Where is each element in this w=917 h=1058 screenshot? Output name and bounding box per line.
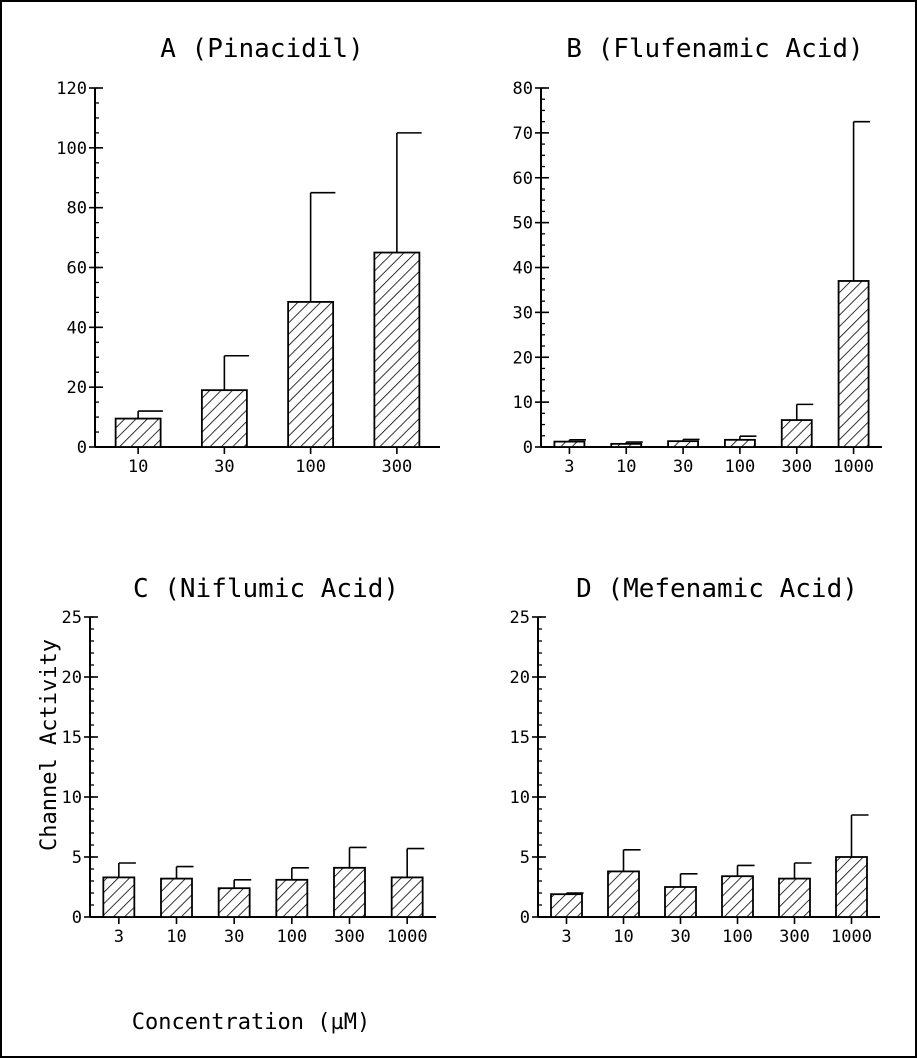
bar [390,876,424,918]
chart-title: C (Niflumic Acid) [133,574,399,604]
y-tick-label: 60 [513,169,533,189]
y-tick-label: 20 [513,348,533,368]
y-tick-label: 0 [523,438,533,458]
bar [835,856,868,918]
x-tick-label: 100 [722,927,753,947]
bar [102,876,136,918]
x-tick-label: 10 [613,927,633,947]
bar [724,438,756,448]
y-tick-label: 60 [67,259,87,279]
panel-d: D (Mefenamic Acid) 0 5 10 15 20 25 3 10 30 100 300 1… [510,574,880,947]
y-tick-label: 20 [510,668,530,688]
bar [217,887,251,918]
bar [287,301,335,448]
bar [780,419,813,448]
bar [778,877,811,918]
y-tick-label: 40 [67,318,87,338]
y-tick-label: 0 [520,908,530,928]
y-tick-label: 20 [67,378,87,398]
bar [160,877,193,918]
y-axis-title: Channel Activity [37,639,62,851]
y-tick-label: 100 [56,139,87,159]
bar [550,893,583,918]
bar [837,280,870,448]
bar [114,417,162,448]
x-tick-label: 30 [673,457,693,477]
y-tick-label: 70 [513,124,533,144]
x-tick-label: 100 [295,457,326,477]
bar [721,875,754,918]
bar [667,440,699,448]
x-tick-label: 30 [214,457,234,477]
y-tick-label: 0 [77,438,87,458]
bar [200,389,248,448]
panel-c: C (Niflumic Acid) 0 5 10 15 20 25 3 10 30 100 300 10… [62,574,436,947]
x-tick-label: 10 [616,457,636,477]
y-tick-label: 10 [513,393,533,413]
x-tick-label: 3 [564,457,574,477]
x-tick-label: 30 [224,927,244,947]
y-tick-label: 5 [72,848,82,868]
y-tick-label: 10 [62,788,82,808]
y-tick-label: 50 [513,214,533,234]
bar [333,866,366,918]
chart-title: D (Mefenamic Acid) [576,574,858,604]
x-tick-label: 1000 [387,927,428,947]
x-tick-label: 1000 [831,927,872,947]
x-tick-label: 300 [779,927,810,947]
x-tick-label: 100 [725,457,756,477]
y-tick-label: 120 [56,79,87,99]
x-tick-label: 3 [561,927,571,947]
x-tick-label: 30 [670,927,690,947]
bar [275,878,309,918]
y-tick-label: 20 [62,668,82,688]
bar [610,442,643,448]
bar [664,886,697,918]
bar [373,251,421,448]
y-tick-label: 40 [513,259,533,279]
bar [553,440,586,448]
y-tick-label: 15 [62,728,82,748]
x-tick-label: 300 [382,457,413,477]
x-tick-label: 10 [128,457,148,477]
y-tick-label: 0 [72,908,82,928]
y-tick-label: 25 [62,608,82,628]
y-tick-label: 30 [513,303,533,323]
x-tick-label: 1000 [833,457,874,477]
y-tick-label: 10 [510,788,530,808]
x-tick-label: 3 [114,927,124,947]
x-axis-title: Concentration (µM) [132,1010,370,1035]
y-tick-label: 80 [513,79,533,99]
x-tick-label: 100 [276,927,307,947]
x-tick-label: 10 [166,927,186,947]
y-tick-label: 25 [510,608,530,628]
x-tick-label: 300 [334,927,365,947]
y-tick-label: 15 [510,728,530,748]
bar [607,870,640,918]
y-tick-label: 5 [520,848,530,868]
chart-title: B (Flufenamic Acid) [566,34,863,64]
x-tick-label: 300 [781,457,812,477]
chart-title: A (Pinacidil) [160,34,364,64]
panel-a: A (Pinacidil) 0 20 40 60 80 100 120 10 30 100 300 [56,34,440,477]
y-tick-label: 80 [67,199,87,219]
panel-b: B (Flufenamic Acid) 0 10 20 30 40 50 60 70 80 3 10 3… [513,34,882,477]
